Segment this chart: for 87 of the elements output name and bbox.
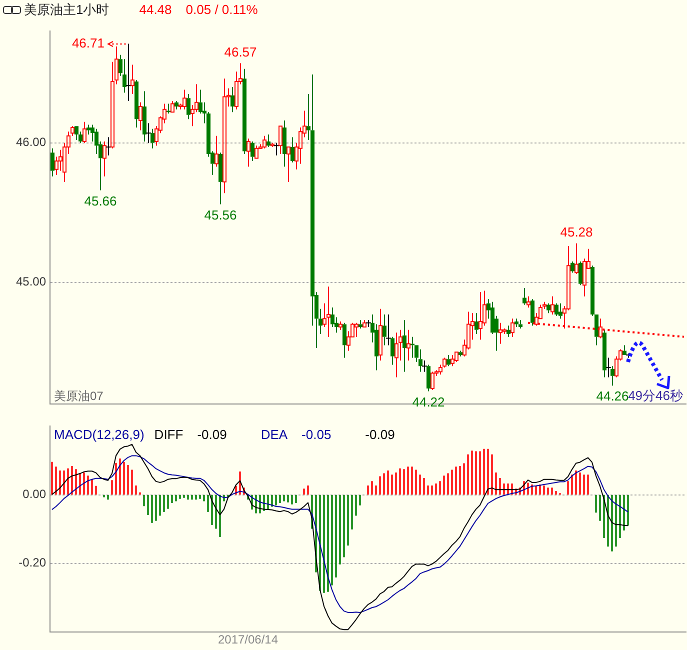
candlestick — [254, 145, 258, 159]
candlestick — [550, 296, 554, 315]
x-tick-label: 2017/06/14 — [218, 632, 278, 647]
candlestick — [74, 126, 78, 141]
candlestick — [214, 135, 218, 168]
candlestick — [86, 124, 90, 135]
candlestick — [290, 136, 294, 163]
candlestick — [498, 322, 502, 344]
candlestick — [610, 366, 614, 386]
candlestick — [446, 354, 450, 367]
candlestick — [182, 89, 186, 110]
candlestick — [418, 348, 422, 372]
candlestick — [246, 138, 250, 168]
annotation: 44.26 — [596, 388, 629, 404]
y-tick-label: 0.00 — [22, 487, 46, 502]
candlestick — [426, 364, 430, 392]
candlestick — [362, 320, 366, 328]
candlestick — [574, 242, 578, 275]
candlestick — [278, 126, 282, 155]
candlestick — [142, 90, 146, 142]
candlestick — [394, 332, 398, 378]
candlestick — [338, 320, 342, 330]
annotation: -0.05 — [302, 426, 332, 442]
candlestick — [230, 86, 234, 113]
annotation: -0.09 — [197, 426, 227, 442]
candlestick — [326, 286, 330, 338]
candlestick — [622, 344, 626, 355]
candlestick — [170, 100, 174, 113]
annotation: 46.57 — [224, 44, 257, 60]
candlestick — [82, 121, 86, 144]
candlestick — [186, 94, 190, 120]
text: 44.48 — [139, 2, 172, 17]
candlestick — [526, 296, 530, 308]
candlestick — [578, 260, 582, 286]
annotation: 46.71 — [72, 35, 104, 50]
candlestick — [522, 287, 526, 306]
candlestick — [250, 140, 254, 162]
candlestick — [242, 68, 246, 155]
candlestick — [282, 120, 286, 168]
annotation: 49分46秒 — [628, 388, 683, 403]
annotation: -0.09 — [365, 426, 395, 442]
candlestick — [514, 318, 518, 328]
candlestick — [286, 146, 290, 182]
annotation: 45.28 — [560, 224, 593, 240]
candlestick — [554, 302, 558, 316]
candlestick — [138, 102, 142, 131]
candlestick — [266, 134, 270, 148]
candlestick — [530, 298, 534, 326]
candlestick — [510, 318, 514, 338]
candlestick — [402, 320, 406, 372]
candlestick — [130, 64, 134, 94]
candlestick — [218, 152, 222, 205]
candlestick — [166, 103, 170, 114]
annotation: 美原油07 — [54, 389, 104, 404]
candlestick — [478, 292, 482, 340]
series-label: DIFF — [154, 426, 184, 442]
annotation: 44.22 — [412, 394, 445, 410]
candlestick — [122, 58, 126, 94]
annotation: 45.66 — [84, 193, 117, 208]
candlestick — [406, 329, 410, 362]
text: DEA — [260, 426, 288, 442]
candlestick — [582, 258, 586, 297]
candlestick — [390, 336, 394, 366]
y-tick-label: -0.20 — [18, 556, 46, 570]
candlestick — [506, 325, 510, 338]
candlestick — [354, 322, 358, 338]
text: 0.05 / 0.11% — [186, 2, 258, 17]
candlestick — [50, 148, 54, 177]
chart-title: MACD(12,26,9) — [54, 426, 144, 442]
candlestick — [602, 329, 606, 378]
y-tick-label: 45.00 — [16, 274, 46, 289]
candlestick — [382, 314, 386, 346]
candlestick — [134, 80, 138, 128]
annotation: 45.56 — [204, 207, 237, 222]
chart-title: 美原油主1小时 — [24, 2, 110, 17]
candlestick — [558, 302, 562, 320]
candlestick — [222, 78, 226, 194]
candlestick — [570, 260, 574, 274]
candlestick — [342, 322, 346, 358]
candlestick — [58, 149, 62, 172]
candlestick — [150, 128, 154, 149]
candlestick — [174, 100, 178, 110]
candlestick — [102, 140, 106, 177]
candlestick — [458, 350, 462, 357]
y-tick-label: 46.00 — [16, 135, 46, 150]
candlestick — [474, 312, 478, 335]
candlestick — [378, 308, 382, 362]
